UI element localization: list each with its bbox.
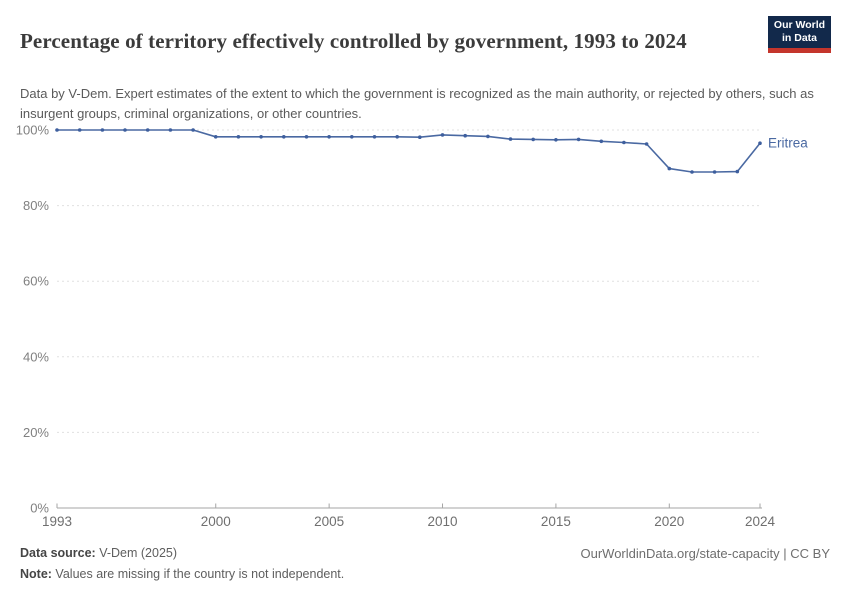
data-point[interactable] [690, 170, 694, 174]
data-point[interactable] [644, 142, 649, 146]
data-source-value: V-Dem (2025) [95, 546, 178, 560]
x-tick-label: 2015 [541, 514, 571, 529]
data-source-line: Data source: V-Dem (2025) [20, 546, 177, 560]
data-point[interactable] [622, 140, 626, 145]
data-point[interactable] [282, 135, 286, 139]
y-tick-label: 40% [23, 349, 49, 364]
data-point[interactable] [350, 135, 354, 139]
data-point[interactable] [236, 135, 241, 139]
data-point[interactable] [100, 128, 105, 132]
data-point[interactable] [213, 135, 218, 139]
footer-link[interactable]: OurWorldinData.org/state-capacity | CC B… [580, 546, 830, 561]
data-point[interactable] [77, 128, 82, 132]
data-point[interactable] [735, 169, 740, 174]
x-tick-label: 1993 [42, 514, 72, 529]
note-label: Note: [20, 567, 52, 581]
data-source-label: Data source: [20, 546, 96, 560]
data-point[interactable] [145, 128, 150, 132]
y-tick-label: 80% [23, 198, 49, 213]
data-point[interactable] [168, 128, 173, 132]
y-tick-label: 20% [23, 425, 49, 440]
data-point[interactable] [191, 128, 195, 132]
data-point[interactable] [554, 138, 558, 142]
chart-subtitle: Data by V-Dem. Expert estimates of the e… [20, 86, 814, 121]
data-point[interactable] [758, 141, 762, 145]
data-point[interactable] [327, 135, 331, 139]
data-point[interactable] [372, 135, 377, 139]
data-point[interactable] [667, 166, 672, 171]
data-point[interactable] [599, 139, 604, 144]
y-tick-label: 60% [23, 274, 49, 289]
data-point[interactable] [463, 133, 468, 138]
series-line-eritrea[interactable] [56, 129, 761, 173]
x-tick-label: 2000 [201, 514, 231, 529]
data-point[interactable] [508, 137, 513, 141]
y-tick-label: 0% [30, 501, 49, 516]
data-point[interactable] [123, 128, 127, 132]
data-point[interactable] [712, 170, 717, 174]
owid-logo-line2: in Data [781, 32, 817, 44]
x-tick-label: 2010 [427, 514, 457, 529]
data-point[interactable] [395, 135, 400, 139]
owid-logo[interactable]: Our World in Data [768, 16, 831, 53]
series-label-eritrea[interactable]: Eritrea [768, 136, 808, 151]
data-point[interactable] [55, 128, 59, 132]
page-title: Percentage of territory effectively cont… [20, 29, 687, 54]
note-line: Note: Values are missing if the country … [20, 567, 344, 581]
owid-logo-line1: Our World [773, 19, 826, 31]
x-tick-label: 2005 [314, 514, 344, 529]
note-value: Values are missing if the country is not… [51, 567, 345, 581]
data-point[interactable] [486, 134, 490, 139]
y-tick-label: 100% [16, 123, 50, 138]
data-point[interactable] [304, 135, 309, 139]
data-point[interactable] [576, 137, 581, 142]
data-point[interactable] [440, 133, 445, 137]
data-point[interactable] [531, 137, 535, 142]
data-point[interactable] [259, 135, 263, 139]
data-point[interactable] [418, 135, 422, 139]
x-tick-label: 2020 [654, 514, 684, 529]
x-tick-label: 2024 [745, 514, 776, 529]
